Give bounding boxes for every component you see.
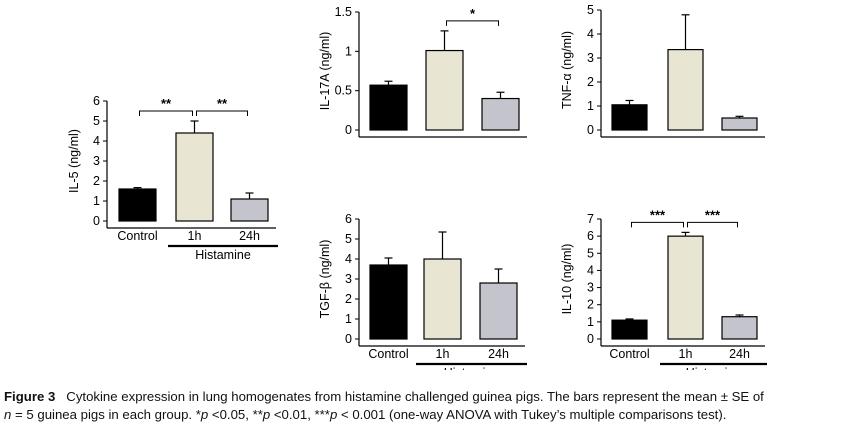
tgfb-category-1h: 1h <box>436 347 450 361</box>
il5-y-label: IL-5 (ng/ml) <box>67 129 81 193</box>
il10-bracket-0 <box>631 221 684 228</box>
caption-p2: p <box>262 407 271 422</box>
caption-line2-d: < 0.001 (one-way ANOVA with Tukey’s mult… <box>337 407 727 422</box>
il10-tick-label-0: 0 <box>587 332 594 346</box>
tgfb-tick-label-2: 2 <box>345 292 352 306</box>
chart-il17a: 0 0.5 1 1.5IL-17A (ng/ml) * <box>318 5 527 138</box>
il10-bar-1h <box>667 235 704 340</box>
il5-category-24h: 24h <box>239 229 260 243</box>
tgfb-bar-1h <box>423 258 462 340</box>
il17a-tick-label-0: 0 <box>345 123 352 137</box>
il10-tick-label-3: 3 <box>587 281 594 295</box>
caption-label: Figure 3 <box>4 389 56 404</box>
il10-category-control: Control <box>609 347 649 361</box>
il17a-bar-1h <box>425 49 464 131</box>
il10-bar-control <box>611 319 648 340</box>
il5-bracket-1 <box>196 110 248 116</box>
il5-tick-label-2: 2 <box>93 174 100 188</box>
il10-bracket-label-1: *** <box>705 207 721 222</box>
cytokine-figure: 0 1 2 3 4 5 6 IL-5 (ng/ml) Control 1h 24h Histamine… <box>67 3 767 370</box>
tgfb-tick-label-0: 0 <box>345 332 352 346</box>
il5-bar-control <box>118 188 157 222</box>
tgfb-y-label: TGF-β (ng/ml) <box>318 240 332 319</box>
tgfb-tick-label-5: 5 <box>345 232 352 246</box>
tnfa-tick-label-1: 1 <box>587 99 594 113</box>
il5-category-1h: 1h <box>188 229 202 243</box>
il10-category-24h: 24h <box>729 347 750 361</box>
tnfa-bar-control <box>611 104 648 131</box>
tgfb-category-24h: 24h <box>488 347 509 361</box>
tnfa-bar-1h <box>667 48 704 131</box>
il10-tick-label-7: 7 <box>587 212 594 226</box>
il17a-bracket-label-0: * <box>470 6 476 21</box>
caption-p1: p <box>200 407 209 422</box>
il17a-bar-control <box>369 84 408 131</box>
il17a-y-label: IL-17A (ng/ml) <box>318 32 332 111</box>
il10-bracket-label-0: *** <box>650 207 666 222</box>
caption-p3: p <box>329 407 338 422</box>
il17a-tick-label-1: 0.5 <box>335 84 352 98</box>
il10-tick-label-5: 5 <box>587 246 594 260</box>
chart-il5: 0 1 2 3 4 5 6 IL-5 (ng/ml) Control 1h 24h Histamine… <box>67 94 278 262</box>
il17a-bar-24h <box>481 97 520 131</box>
il5-tick-label-4: 4 <box>93 134 100 148</box>
tgfb-tick-label-6: 6 <box>345 212 352 226</box>
tnfa-y-label: TNF-α (ng/ml) <box>560 31 574 109</box>
il5-bracket-0 <box>139 110 193 116</box>
caption-line2-c: <0.01, *** <box>270 407 330 422</box>
il17a-tick-label-3: 1.5 <box>335 5 352 19</box>
il5-tick-label-1: 1 <box>93 194 100 208</box>
tgfb-tick-label-3: 3 <box>345 272 352 286</box>
tgfb-tick-label-1: 1 <box>345 312 352 326</box>
chart-tnfa: 0 1 2 3 4 5 TNF-α (ng/ml) <box>560 3 765 138</box>
il10-group-label: Histamine <box>686 366 742 370</box>
tgfb-bar-24h <box>479 282 518 340</box>
tnfa-bar-24h <box>721 117 758 131</box>
chart-il10: 0 1 2 3 4 5 6 7 IL-10 (ng/ml) Control 1h 24h Histami… <box>560 207 767 370</box>
il5-bracket-label-0: ** <box>161 96 172 111</box>
il10-tick-label-1: 1 <box>587 315 594 329</box>
il5-category-control: Control <box>117 229 157 243</box>
il5-tick-label-3: 3 <box>93 154 100 168</box>
tgfb-category-control: Control <box>368 347 408 361</box>
caption-n: n <box>4 407 12 422</box>
il17a-tick-label-2: 1 <box>345 44 352 58</box>
figure-caption: Figure 3 Cytokine expression in lung hom… <box>4 388 850 424</box>
tgfb-tick-label-4: 4 <box>345 252 352 266</box>
tgfb-group-label: Histamine <box>444 366 500 370</box>
chart-tgfb: 0 1 2 3 4 5 6 TGF-β (ng/ml) Control 1h 24h Histamin… <box>318 212 527 370</box>
caption-line2-a: = 5 guinea pigs in each group. * <box>11 407 201 422</box>
il10-y-label: IL-10 (ng/ml) <box>560 244 574 315</box>
il10-tick-label-4: 4 <box>587 263 594 277</box>
caption-line1: Cytokine expression in lung homogenates … <box>66 389 764 404</box>
tgfb-bar-control <box>369 264 408 340</box>
il17a-bracket-0 <box>446 20 499 26</box>
il5-tick-label-6: 6 <box>93 94 100 108</box>
il5-bar-24h <box>230 198 269 222</box>
il5-group-label: Histamine <box>195 248 251 262</box>
tnfa-tick-label-2: 2 <box>587 75 594 89</box>
il5-bracket-label-1: ** <box>217 96 228 111</box>
il10-bar-24h <box>721 316 758 340</box>
il10-category-1h: 1h <box>679 347 693 361</box>
il10-bracket-1 <box>687 221 738 228</box>
tnfa-tick-label-4: 4 <box>587 27 594 41</box>
tnfa-tick-label-3: 3 <box>587 51 594 65</box>
il5-bar-1h <box>175 132 214 222</box>
il5-tick-label-5: 5 <box>93 114 100 128</box>
il5-tick-label-0: 0 <box>93 214 100 228</box>
caption-line2-b: <0.05, ** <box>208 407 263 422</box>
il10-tick-label-2: 2 <box>587 298 594 312</box>
tnfa-tick-label-5: 5 <box>587 3 594 17</box>
tnfa-tick-label-0: 0 <box>587 123 594 137</box>
il10-tick-label-6: 6 <box>587 229 594 243</box>
